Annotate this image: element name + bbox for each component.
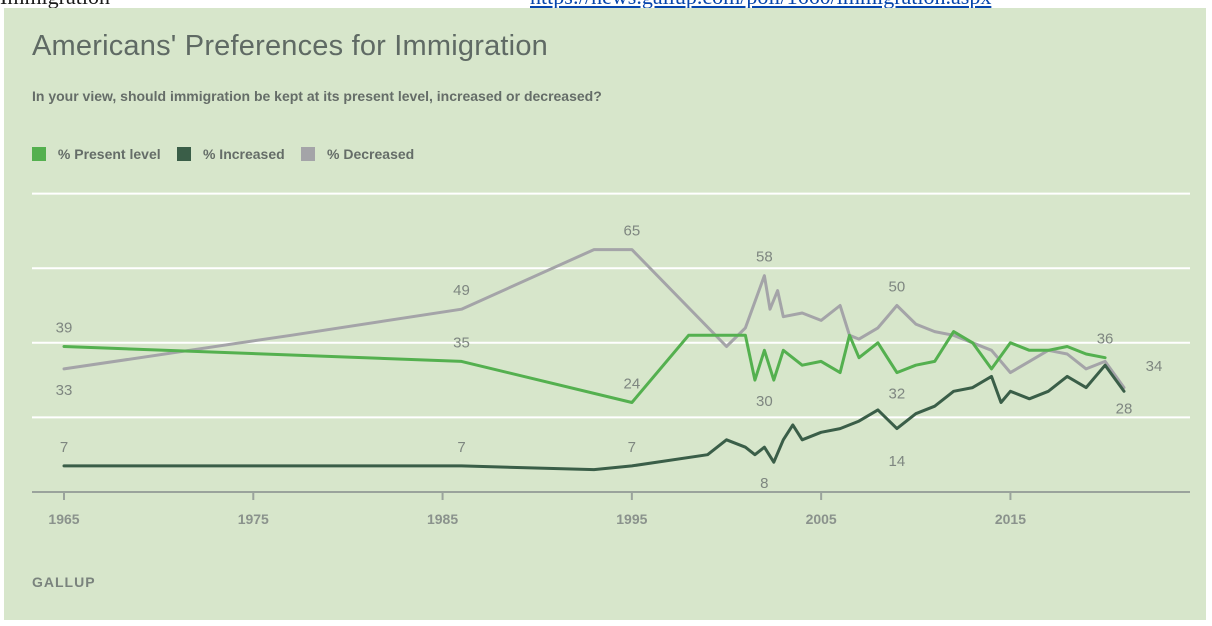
data-label: 7	[457, 439, 465, 456]
source-label: GALLUP	[32, 574, 96, 590]
legend-label-increased: % Increased	[202, 145, 285, 162]
chart-subtitle: In your view, should immigration be kept…	[32, 88, 602, 104]
data-label: 50	[889, 279, 906, 296]
data-label: 34	[1146, 358, 1163, 375]
legend-item-increased: % Increased	[177, 146, 285, 162]
chart-title: Americans' Preferences for Immigration	[32, 30, 548, 62]
x-tick-label: 2015	[995, 511, 1026, 527]
data-label: 33	[56, 382, 73, 399]
chart-card: Americans' Preferences for Immigration I…	[4, 8, 1206, 620]
data-label: 65	[624, 223, 641, 240]
data-label: 58	[756, 249, 773, 266]
topline-text: Immigration	[0, 0, 110, 8]
series-line-present-level	[62, 330, 1107, 404]
x-tick-label: 1985	[427, 511, 458, 527]
x-tick-label: 2005	[806, 511, 837, 527]
data-label: 36	[1097, 331, 1114, 348]
data-label: 8	[760, 475, 768, 492]
data-label: 7	[628, 439, 636, 456]
legend-label-present-level: % Present level	[57, 145, 161, 162]
series-line-decreased	[62, 248, 1126, 390]
legend-label-decreased: % Decreased	[327, 145, 415, 162]
data-label: 49	[453, 282, 470, 299]
data-label: 24	[624, 375, 641, 392]
data-label: 35	[453, 334, 470, 351]
x-tick-label: 1975	[238, 511, 269, 527]
data-label: 32	[889, 386, 906, 403]
data-label: 14	[889, 453, 906, 470]
page-topline: Immigration https://news.gallup.com/poll…	[0, 0, 1212, 8]
x-tick-label: 1965	[48, 511, 79, 527]
legend-swatch-decreased	[301, 146, 316, 161]
series-line-increased	[62, 363, 1126, 472]
legend-swatch-present-level	[32, 146, 46, 161]
data-label: 30	[756, 393, 773, 410]
data-label: 7	[60, 439, 68, 456]
x-tick-label: 1995	[616, 511, 647, 527]
source-link[interactable]: https://news.gallup.com/poll/1660/immigr…	[530, 0, 991, 8]
data-label: 28	[1116, 401, 1133, 418]
legend-swatch-increased	[177, 146, 192, 161]
legend-item-decreased: % Decreased	[301, 146, 414, 162]
data-label: 39	[56, 320, 73, 337]
line-chart: 1965 1975 1985 1995 2005 2015 39 33 7 49 35 7 65 24 7 5…	[32, 192, 1190, 527]
legend-item-present-level: % Present level	[32, 146, 161, 162]
chart-legend: % Present level % Increased % Decreased	[32, 145, 426, 163]
